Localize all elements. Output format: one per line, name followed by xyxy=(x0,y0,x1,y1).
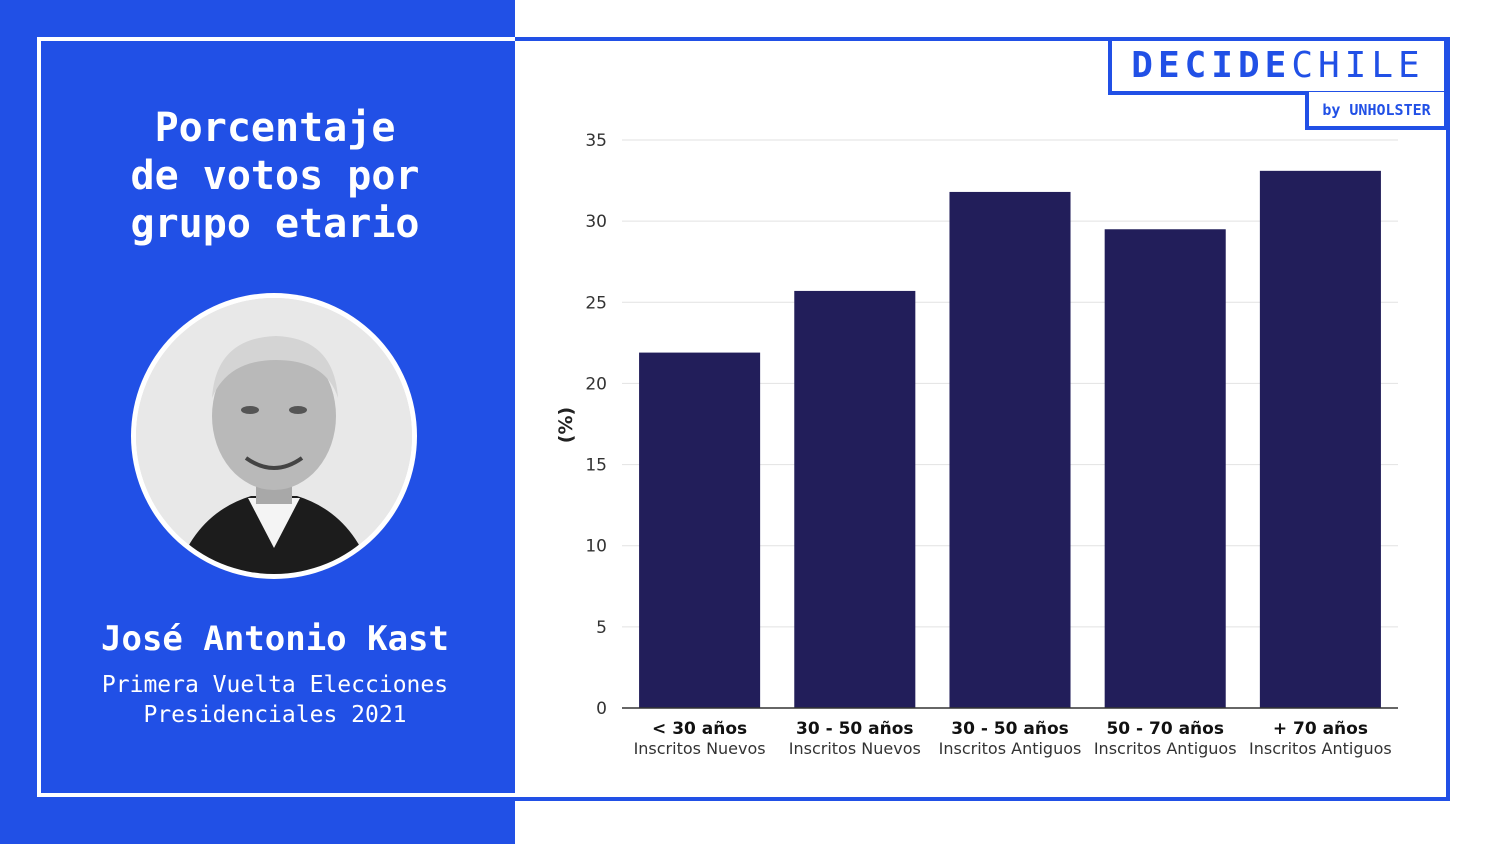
y-axis-label: (%) xyxy=(555,407,577,443)
candidate-name: José Antonio Kast xyxy=(101,619,449,659)
y-tick-label: 15 xyxy=(585,456,607,476)
frame-left-border xyxy=(37,37,515,797)
bars xyxy=(639,170,1381,709)
y-tick-label: 5 xyxy=(596,618,607,638)
chart-title: Porcentaje de votos por grupo etario xyxy=(130,105,420,247)
election-subtitle: Primera Vuelta Elecciones Presidenciales… xyxy=(101,672,449,728)
x-tick-sublabel: Inscritos Antiguos xyxy=(939,739,1082,758)
x-tick-sublabel: Inscritos Nuevos xyxy=(789,739,921,758)
x-tick-sublabel: Inscritos Nuevos xyxy=(634,739,766,758)
x-tick-label: + 70 años xyxy=(1273,719,1368,739)
candidate-portrait-image xyxy=(136,298,412,574)
logo-byline: by UNHOLSTER xyxy=(1305,92,1448,130)
bar xyxy=(794,290,916,708)
bar xyxy=(1259,170,1381,708)
bar xyxy=(949,191,1071,709)
x-tick-label: 30 - 50 años xyxy=(796,719,914,739)
decidechile-logo: DECIDECHILE xyxy=(1108,37,1448,95)
x-tick-sublabel: Inscritos Antiguos xyxy=(1249,739,1392,758)
y-tick-label: 20 xyxy=(585,374,607,394)
bar xyxy=(639,352,761,708)
y-tick-label: 25 xyxy=(585,293,607,313)
logo-bold-text: DECIDE xyxy=(1131,45,1292,86)
bar xyxy=(1104,229,1226,708)
portrait-illustration xyxy=(136,298,412,574)
x-tick-label: < 30 años xyxy=(652,719,747,739)
frame-right-border xyxy=(515,37,1450,801)
logo-light-text: CHILE xyxy=(1291,45,1425,86)
x-tick-label: 30 - 50 años xyxy=(951,719,1069,739)
x-tick-sublabel: Inscritos Antiguos xyxy=(1094,739,1237,758)
candidate-photo xyxy=(131,293,417,579)
y-tick-label: 30 xyxy=(585,212,607,232)
y-tick-label: 10 xyxy=(585,537,607,557)
x-tick-label: 50 - 70 años xyxy=(1106,719,1224,739)
y-tick-label: 0 xyxy=(596,699,607,719)
y-tick-label: 35 xyxy=(585,131,607,151)
